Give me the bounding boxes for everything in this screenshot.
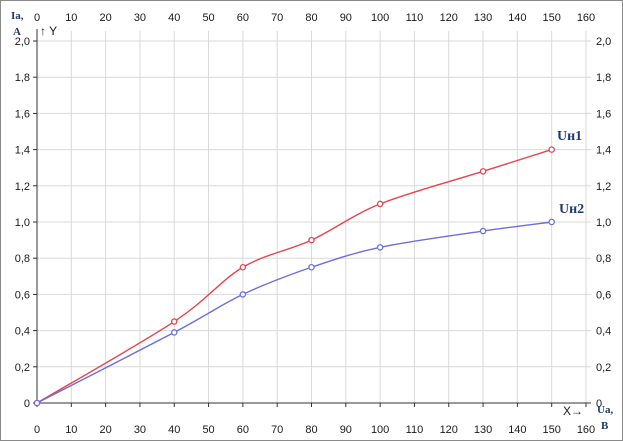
- x-tick-label-top: 40: [168, 12, 180, 24]
- y-tick-label-right: 1,2: [596, 181, 611, 193]
- x-tick-label-top: 140: [508, 12, 526, 24]
- y-tick-label-right: 2,0: [596, 36, 611, 48]
- y-tick-label-left: 1,6: [15, 108, 30, 120]
- x-tick-label-bottom: 30: [134, 424, 146, 436]
- y-tick-label-right: 0: [596, 398, 602, 410]
- data-point-series-1: [170, 318, 178, 325]
- x-axis-name: X→: [563, 404, 583, 418]
- series-layer: [33, 146, 555, 407]
- x-tick-label-top: 100: [371, 12, 389, 24]
- x-tick-label-top: 150: [543, 12, 561, 24]
- data-point-series-2: [33, 399, 41, 407]
- y-tick-label-right: 1,4: [596, 145, 611, 157]
- y-axis-name: ↑ Y: [40, 24, 57, 38]
- axes-layer: [36, 29, 591, 404]
- y-tick-label-left: 1,2: [15, 181, 30, 193]
- x-tick-label-bottom: 150: [543, 424, 561, 436]
- x-tick-label-top: 10: [65, 12, 77, 24]
- x-tick-label-bottom: 0: [34, 424, 40, 436]
- x-tick-label-top: 50: [202, 12, 214, 24]
- series-line-1: [36, 148, 552, 404]
- y-tick-label-right: 0,4: [596, 326, 611, 338]
- y-tick-label-right: 0,2: [596, 362, 611, 374]
- x-tick-label-top: 30: [134, 12, 146, 24]
- grid-layer: [36, 31, 591, 404]
- labels-layer: Iа, А ↑ Y X→ Uа, В Uн1 Uн2: [11, 10, 613, 432]
- x-tick-label-top: 60: [237, 12, 249, 24]
- y-tick-label-right: 1,6: [596, 108, 611, 120]
- data-point-series-1: [308, 236, 315, 244]
- data-point-series-1: [376, 200, 384, 208]
- x-unit-label-top: Uа,: [597, 404, 613, 416]
- y-tick-label-right: 0,6: [596, 289, 611, 301]
- x-tick-label-top: 160: [577, 12, 595, 24]
- x-tick-label-top: 20: [100, 12, 112, 24]
- x-tick-label-bottom: 80: [305, 424, 317, 436]
- x-tick-label-top: 80: [305, 12, 317, 24]
- y-tick-label-left: 1,8: [15, 72, 30, 84]
- x-tick-label-top: 70: [271, 12, 283, 24]
- x-tick-label-bottom: 160: [577, 424, 595, 436]
- x-tick-label-bottom: 40: [168, 424, 180, 436]
- data-point-series-1: [239, 263, 247, 271]
- x-tick-label-bottom: 130: [474, 424, 492, 436]
- x-tick-label-bottom: 70: [271, 424, 283, 436]
- data-point-series-2: [308, 263, 315, 271]
- x-tick-label-top: 130: [474, 12, 492, 24]
- data-point-series-2: [170, 329, 178, 336]
- x-tick-label-top: 120: [440, 12, 458, 24]
- data-point-series-1: [548, 146, 555, 153]
- y-tick-label-left: 2,0: [15, 36, 30, 48]
- y-tick-label-left: 0,6: [15, 289, 30, 301]
- y-tick-label-left: 0,2: [15, 362, 30, 374]
- y-tick-label-right: 1,0: [596, 217, 611, 229]
- y-tick-label-left: 1,4: [15, 145, 30, 157]
- x-tick-label-bottom: 10: [65, 424, 77, 436]
- series-label-un2: Uн2: [559, 202, 584, 217]
- x-tick-label-bottom: 100: [371, 424, 389, 436]
- x-tick-label-bottom: 60: [237, 424, 249, 436]
- x-tick-label-bottom: 120: [440, 424, 458, 436]
- x-tick-label-bottom: 50: [202, 424, 214, 436]
- y-tick-label-right: 0,8: [596, 253, 611, 265]
- data-point-series-1: [479, 168, 487, 175]
- x-tick-label-top: 110: [406, 12, 424, 24]
- x-tick-label-top: 0: [34, 12, 40, 24]
- x-unit-label-bottom: В: [601, 420, 609, 432]
- y-tick-label-left: 0: [24, 398, 30, 410]
- y-tick-label-left: 1,0: [15, 217, 30, 229]
- series-line-2: [36, 221, 552, 404]
- series-label-un1: Uн1: [557, 129, 582, 144]
- data-point-series-2: [479, 227, 487, 235]
- data-point-series-2: [548, 218, 555, 226]
- x-tick-label-bottom: 110: [406, 424, 424, 436]
- y-tick-label-right: 1,8: [596, 72, 611, 84]
- x-tick-label-bottom: 140: [508, 424, 526, 436]
- y-tick-label-left: 0,4: [15, 326, 30, 338]
- x-tick-label-bottom: 20: [100, 424, 112, 436]
- y-unit-label-bottom: А: [13, 26, 21, 38]
- data-point-series-2: [376, 244, 384, 251]
- x-tick-label-top: 90: [340, 12, 352, 24]
- y-tick-label-left: 0,8: [15, 253, 30, 265]
- ticks-layer: 0 0 10 10 20 20 30 30 40 40 50 50 60 60 70 70 80 80 90 90 10…: [15, 12, 612, 436]
- y-unit-label-top: Iа,: [11, 10, 24, 22]
- data-point-series-2: [239, 291, 247, 298]
- x-tick-label-bottom: 90: [340, 424, 352, 436]
